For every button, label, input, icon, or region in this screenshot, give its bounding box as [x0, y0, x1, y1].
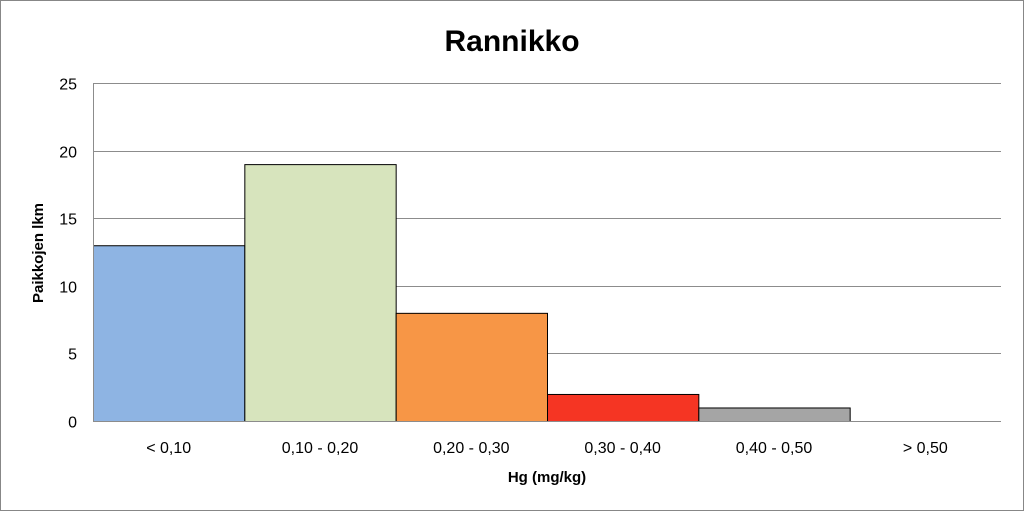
y-tick-label: 5 [68, 347, 77, 364]
x-axis-label: Hg (mg/kg) [508, 469, 586, 486]
y-tick-label: 20 [59, 145, 77, 162]
y-axis-label: Paikkojen lkm [30, 203, 47, 303]
x-tick-label: 0,20 - 0,30 [433, 440, 510, 457]
x-tick-label: < 0,10 [146, 440, 191, 457]
y-tick-label: 10 [59, 280, 77, 297]
x-tick-labels: < 0,10 0,10 - 0,20 0,20 - 0,30 0,30 - 0,40 0… [146, 440, 948, 457]
x-tick-label: 0,40 - 0,50 [736, 440, 813, 457]
bars [93, 164, 851, 423]
x-tick-label: 0,30 - 0,40 [584, 440, 661, 457]
axes [93, 83, 1001, 422]
x-tick-label: > 0,50 [903, 440, 948, 457]
bar-1 [93, 245, 246, 422]
y-tick-labels: 0 5 10 15 20 25 [59, 77, 77, 432]
bar-5 [698, 407, 851, 423]
y-tick-label: 15 [59, 212, 77, 229]
y-tick-label: 25 [59, 77, 77, 94]
x-tick-label: 0,10 - 0,20 [282, 440, 359, 457]
bar-2 [244, 164, 397, 422]
y-tick-label: 0 [68, 415, 77, 432]
bar-3 [395, 312, 548, 422]
bar-4 [547, 393, 700, 422]
chart-title: Rannikko [444, 25, 579, 58]
